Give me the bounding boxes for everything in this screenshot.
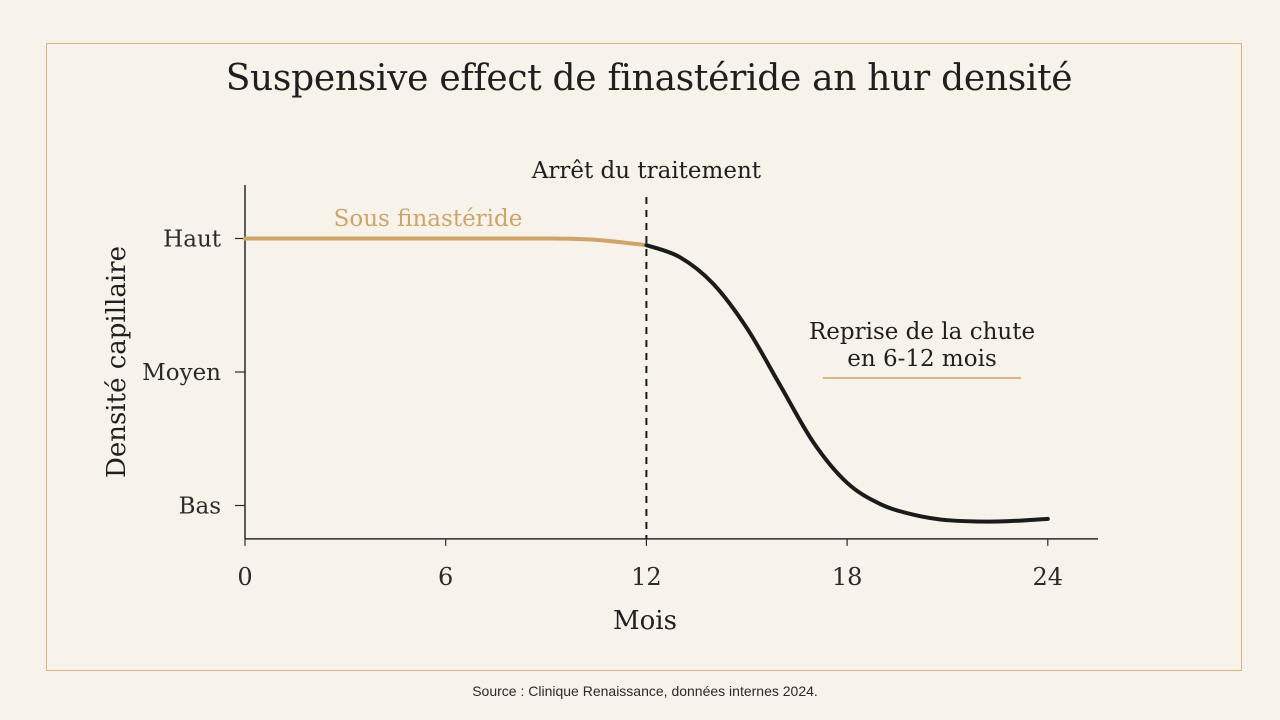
series-line-after-stop — [644, 243, 1050, 524]
x-tick-label: 12 — [631, 563, 662, 591]
relapse-label-line2: en 6-12 mois — [847, 346, 997, 372]
x-axis-label: Mois — [613, 606, 677, 636]
y-tick-label: Haut — [163, 227, 222, 253]
treatment-stop-label: Arrêt du traitement — [531, 158, 762, 184]
y-tick-label: Moyen — [142, 360, 221, 386]
series-label-on-treatment: Sous finastéride — [334, 206, 523, 232]
x-tick-label: 6 — [438, 563, 453, 591]
axes: 0 6 12 18 24 Haut Moyen Bas Mois Densité capillai… — [102, 185, 1098, 636]
x-tick-label: 24 — [1033, 563, 1064, 591]
relapse-label-line1: Reprise de la chute — [809, 319, 1035, 345]
x-tick-label: 0 — [237, 563, 252, 591]
y-tick-label: Bas — [179, 494, 221, 520]
y-axis-label: Densité capillaire — [102, 246, 132, 478]
series-layer — [243, 197, 1050, 539]
source-note: Source : Clinique Renaissance, données i… — [472, 683, 818, 699]
chart-title: Suspensive effect de finastéride an hur … — [225, 58, 1073, 99]
series-line-on-treatment — [243, 236, 649, 248]
x-tick-label: 18 — [832, 563, 863, 591]
label-layer: Arrêt du traitement Sous finastéride Repri… — [334, 158, 1035, 379]
chart-frame — [46, 43, 1242, 671]
